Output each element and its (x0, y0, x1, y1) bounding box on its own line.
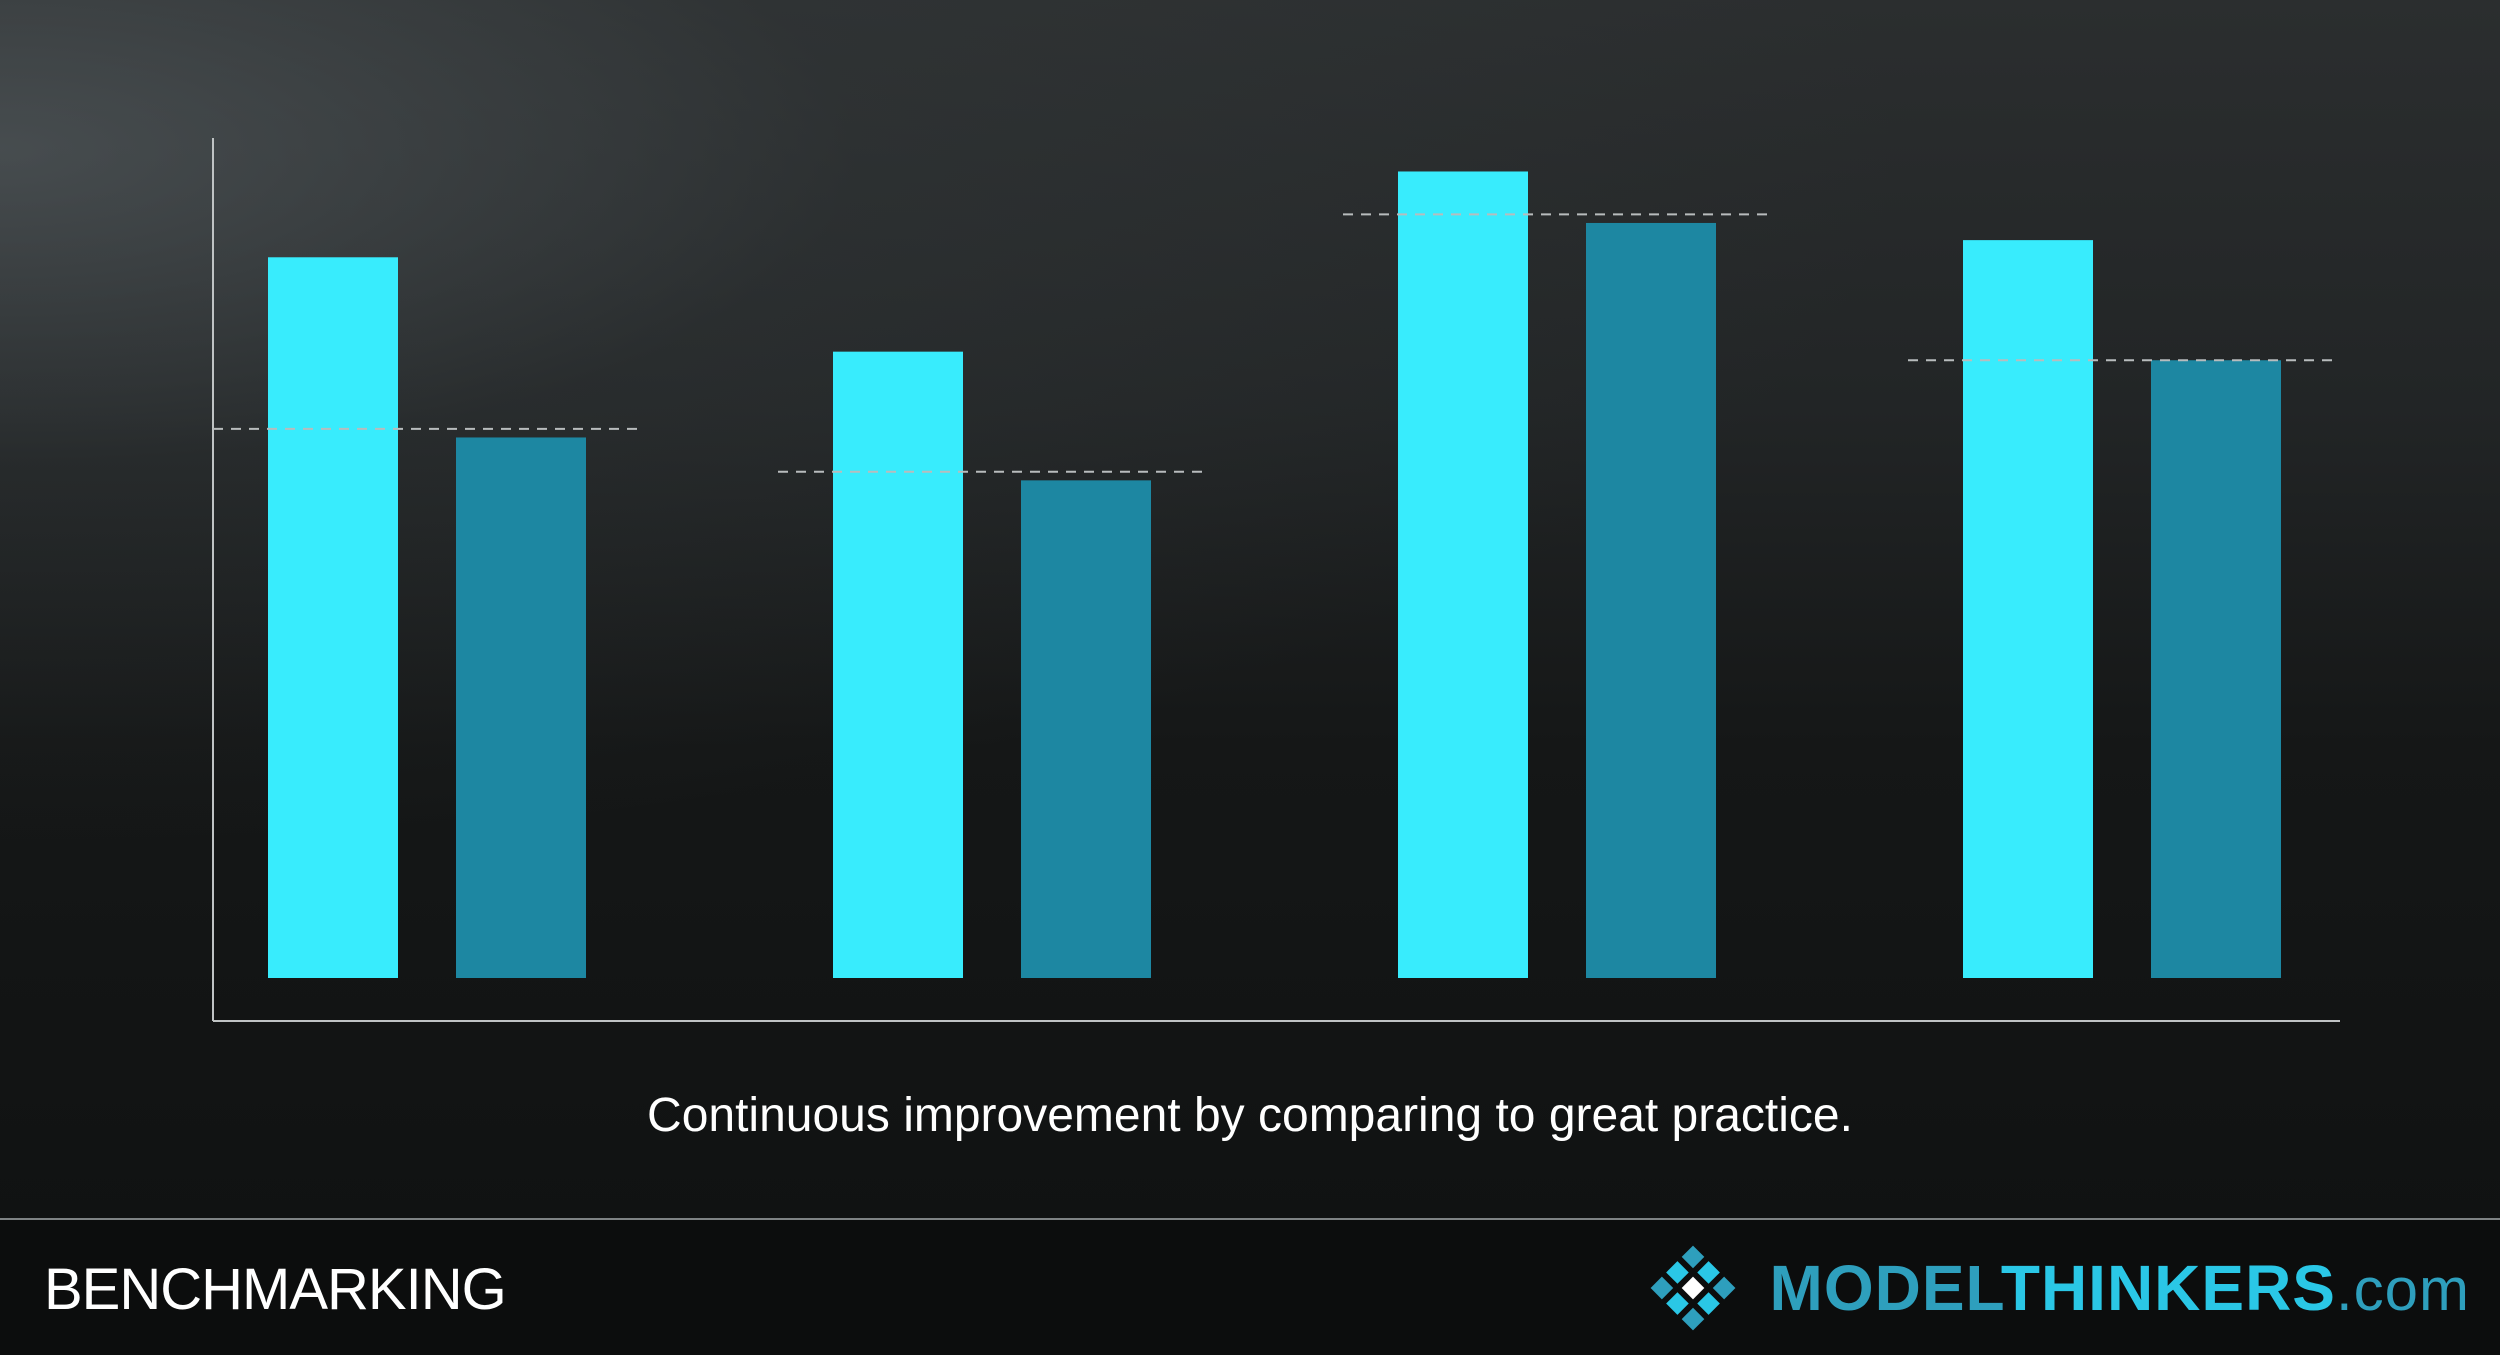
bar-group-2-series-1 (833, 351, 963, 978)
brand-thinkers-text: THINKERS (2000, 1252, 2336, 1324)
bar-group-3-series-2 (1586, 222, 1716, 978)
slide-title: BENCHMARKING (44, 1257, 507, 1322)
bar-group-2-series-2 (1021, 480, 1151, 978)
chart-area (212, 138, 2340, 1022)
bar-chart (212, 138, 2340, 1022)
brand-logo-link[interactable]: MODELTHINKERS.com (1638, 1238, 2471, 1338)
brand-wordmark: MODELTHINKERS.com (1770, 1251, 2471, 1325)
brand-model-text: MODEL (1769, 1252, 2001, 1324)
bar-group-1-series-2 (456, 437, 586, 979)
diamond-grid-logo-icon (1650, 1245, 1735, 1331)
bar-group-1-series-1 (268, 257, 398, 978)
bar-group-4-series-1 (1963, 240, 2093, 978)
brand-dotcom-text: .com (2335, 1256, 2470, 1323)
footer-divider (0, 1218, 2500, 1220)
bar-group-3-series-1 (1398, 171, 1528, 979)
bar-group-4-series-2 (2151, 360, 2281, 978)
chart-caption: Continuous improvement by comparing to g… (647, 1089, 1853, 1142)
footer-bar (0, 1220, 2500, 1355)
